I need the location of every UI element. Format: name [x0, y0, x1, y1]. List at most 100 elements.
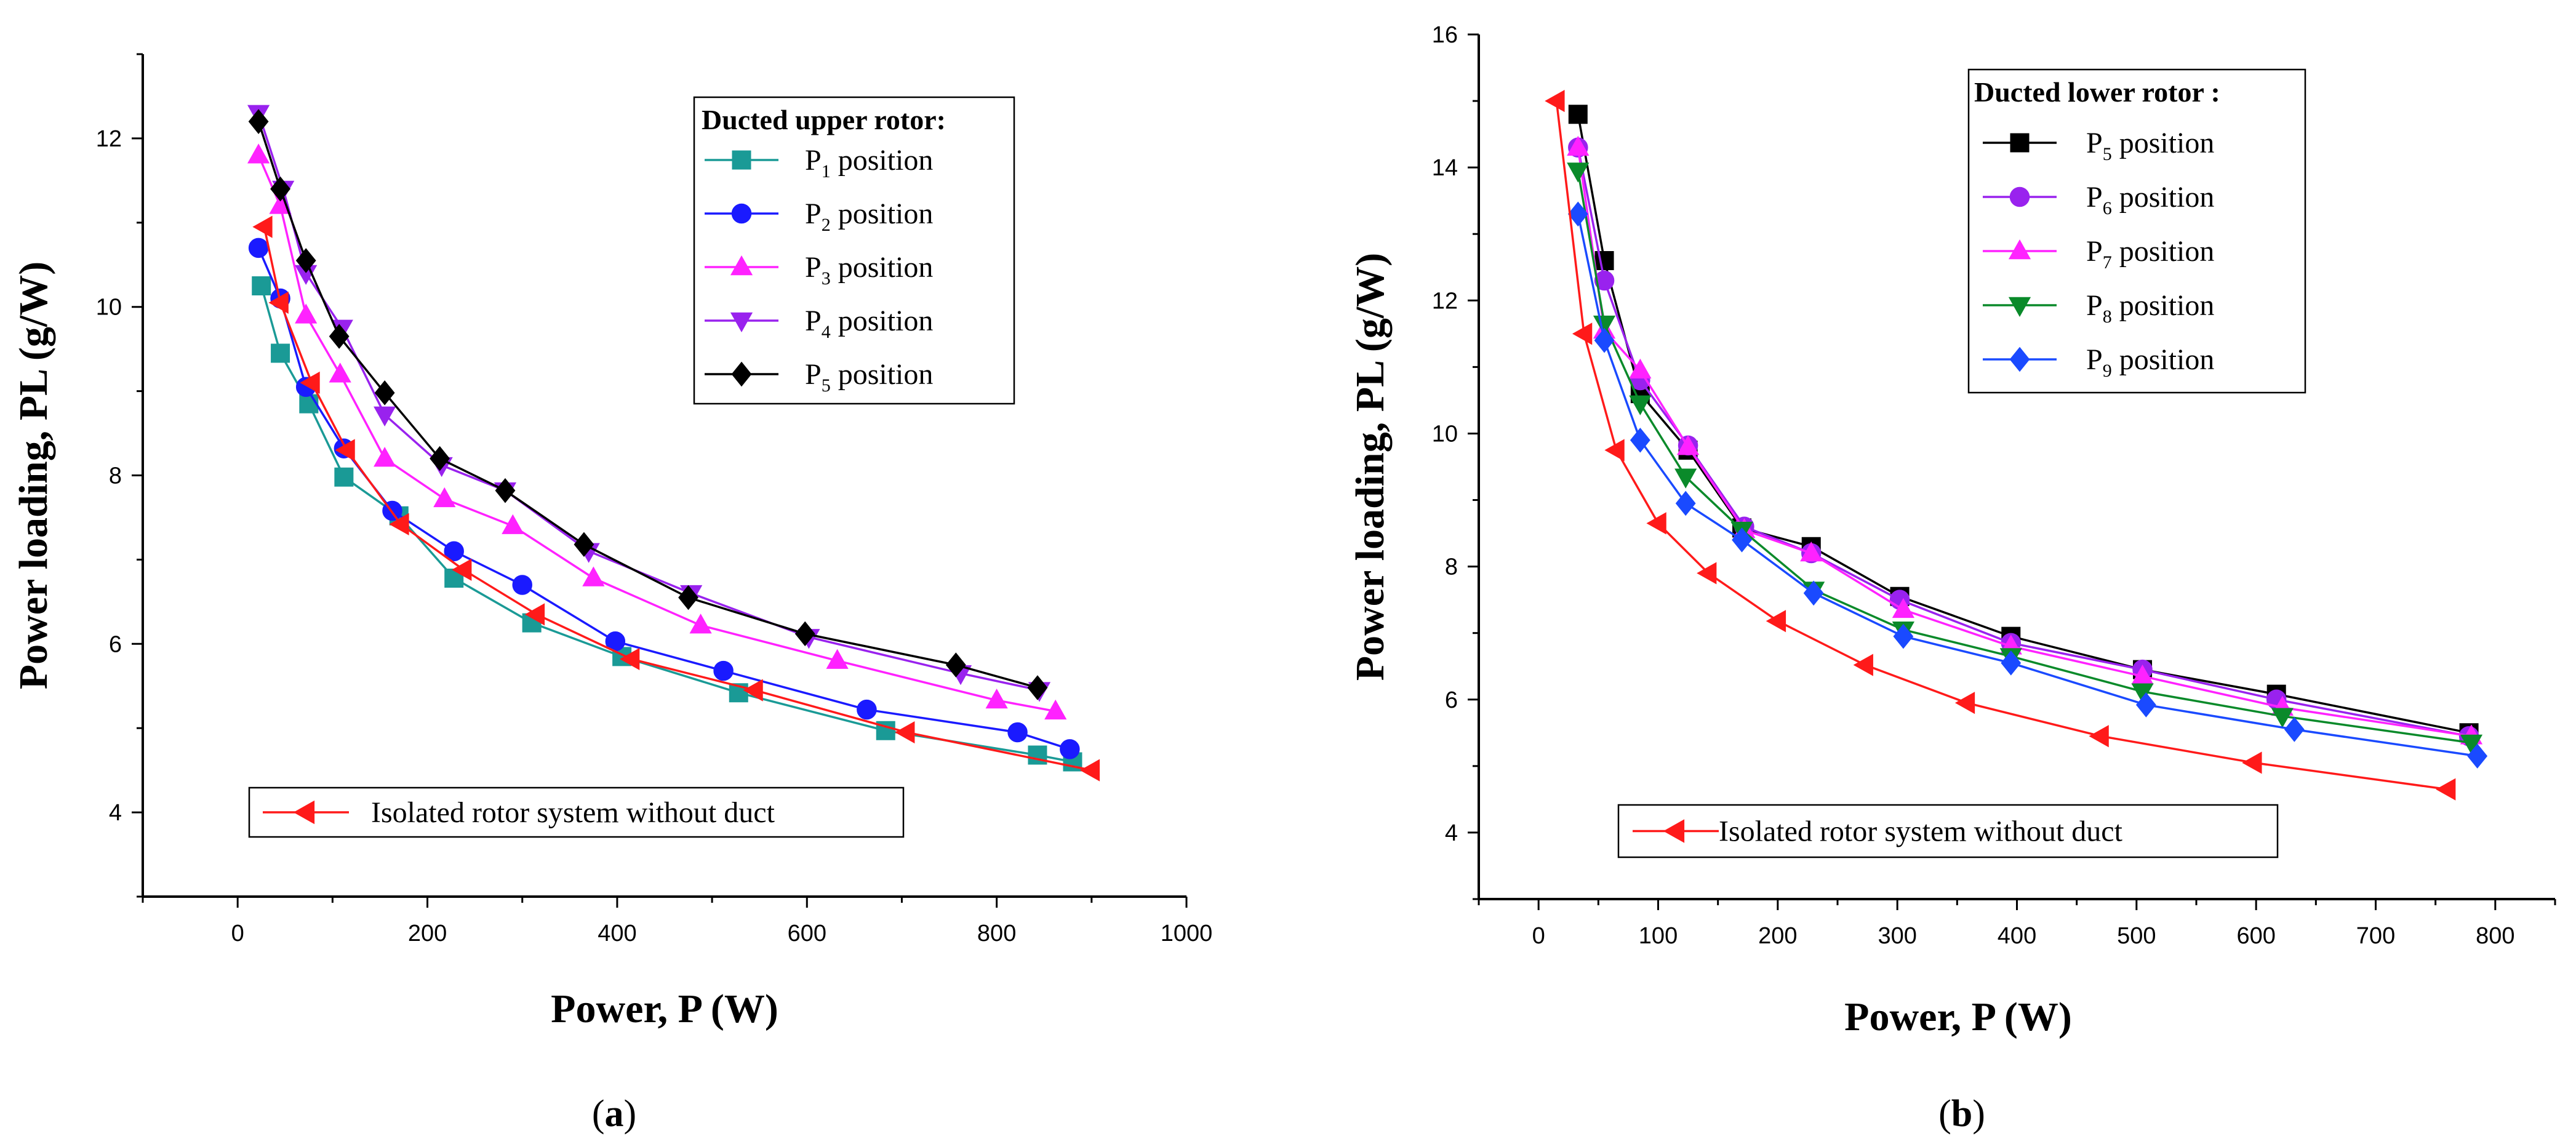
legend-label-subscript: 8	[2103, 306, 2112, 327]
data-point	[2284, 717, 2305, 742]
x-tick-label: 300	[1878, 923, 1916, 949]
x-tick-label: 100	[1639, 923, 1678, 949]
y-tick-label: 8	[109, 463, 122, 489]
series-6	[252, 215, 1100, 782]
legend-isolated-label: Isolated rotor system without duct	[371, 796, 775, 829]
panel-label-close: )	[624, 1093, 637, 1135]
data-point	[1954, 692, 1975, 714]
data-point	[430, 446, 450, 471]
data-point	[2460, 734, 2483, 755]
data-point	[678, 585, 698, 610]
legend-label-main: P	[805, 358, 822, 391]
data-point	[2135, 692, 2156, 718]
data-point	[295, 303, 318, 324]
data-point	[2271, 708, 2294, 728]
legend-label-main: P	[805, 305, 822, 337]
panel-label-open: (	[592, 1093, 605, 1135]
data-point	[270, 176, 290, 202]
legend-label-rest: position	[2112, 235, 2215, 268]
data-point	[1594, 327, 1615, 353]
data-point	[1572, 322, 1593, 345]
y-tick-label: 8	[1445, 554, 1458, 580]
legend-marker	[731, 203, 752, 224]
legend-label-rest: position	[2112, 289, 2215, 322]
panel-b-chart: 0 100 200 300 400 500 600 700 800 4 6 8 10 12 14 16 Powe…	[1348, 22, 2556, 1135]
data-point	[374, 380, 395, 406]
data-point	[826, 649, 849, 669]
data-point	[1007, 722, 1028, 743]
legend-label-subscript: 1	[822, 161, 831, 182]
y-tick-label: 12	[96, 126, 122, 152]
y-tick-label: 14	[1432, 155, 1458, 181]
legend-label: P6 position	[2086, 181, 2214, 218]
data-point	[268, 291, 289, 314]
legend-label-rest: position	[831, 144, 934, 177]
data-point	[248, 109, 269, 134]
legend-title: Ducted lower rotor :	[1974, 76, 2220, 108]
data-point	[1675, 490, 1696, 516]
data-point	[1567, 135, 1590, 156]
legend-marker	[2008, 297, 2031, 318]
legend-entry: P7 position	[1983, 235, 2214, 273]
data-point	[452, 558, 472, 581]
data-point	[1893, 623, 1914, 649]
legend-label: P5 position	[805, 358, 933, 396]
x-tick-label: 600	[788, 921, 826, 946]
legend-label-subscript: 5	[2103, 144, 2112, 164]
data-point	[2001, 650, 2022, 676]
x-axis-label: Power, P (W)	[551, 986, 778, 1031]
data-point	[2131, 683, 2154, 703]
legend-isolated-label: Isolated rotor system without duct	[1719, 815, 2123, 848]
y-tick-label: 12	[1432, 288, 1458, 314]
x-tick-label: 1000	[1161, 921, 1213, 946]
panel-label-letter: b	[1951, 1093, 1972, 1135]
legend-label: P5 position	[2086, 127, 2214, 164]
legend-label-main: P	[2086, 235, 2103, 268]
data-point	[1594, 250, 1614, 270]
data-point	[252, 276, 271, 295]
legend-entry: P2 position	[705, 198, 933, 235]
data-point	[1568, 105, 1588, 124]
legend-entry: P5 position	[1983, 127, 2214, 164]
legend-entry: P8 position	[1983, 289, 2214, 327]
panel-label-open: (	[1938, 1093, 1951, 1135]
x-tick-label: 0	[1532, 923, 1545, 949]
legend-entry: P6 position	[1983, 181, 2214, 218]
data-point	[1646, 512, 1666, 535]
legend-box	[693, 96, 1015, 405]
data-point	[444, 541, 464, 561]
legend-label-rest: position	[831, 305, 934, 337]
legend-label-main: P	[805, 144, 822, 177]
data-point	[252, 215, 273, 238]
legend-entry: P1 position	[705, 144, 933, 182]
y-tick-label: 6	[1445, 687, 1458, 713]
legend-label-subscript: 7	[2103, 252, 2112, 273]
data-point	[857, 699, 877, 720]
legend-entry: P4 position	[705, 305, 933, 342]
data-point	[1676, 435, 1700, 455]
legend-label: P7 position	[2086, 235, 2214, 273]
y-tick-label: 16	[1432, 22, 1458, 48]
legend-label: P1 position	[805, 144, 933, 182]
legend-marker	[732, 150, 751, 170]
legend-label: P2 position	[805, 198, 933, 235]
data-point	[1803, 580, 1824, 606]
panel-label: (b)	[1938, 1093, 1985, 1135]
x-tick-label: 800	[2476, 923, 2514, 949]
data-point	[985, 688, 1008, 709]
legend-entry: P5 position	[705, 358, 933, 396]
legend-marker	[731, 361, 752, 387]
legend-marker	[1663, 819, 1685, 843]
x-tick-label: 200	[1758, 923, 1797, 949]
x-tick-label: 700	[2356, 923, 2395, 949]
legend-marker	[730, 255, 753, 276]
data-point	[502, 514, 524, 534]
legend-marker	[2008, 239, 2031, 260]
legend-label-main: P	[2086, 181, 2103, 214]
data-point	[1027, 675, 1048, 700]
legend-isolated-box	[1617, 804, 2279, 858]
data-point	[895, 721, 915, 744]
series-6	[1545, 89, 2456, 801]
